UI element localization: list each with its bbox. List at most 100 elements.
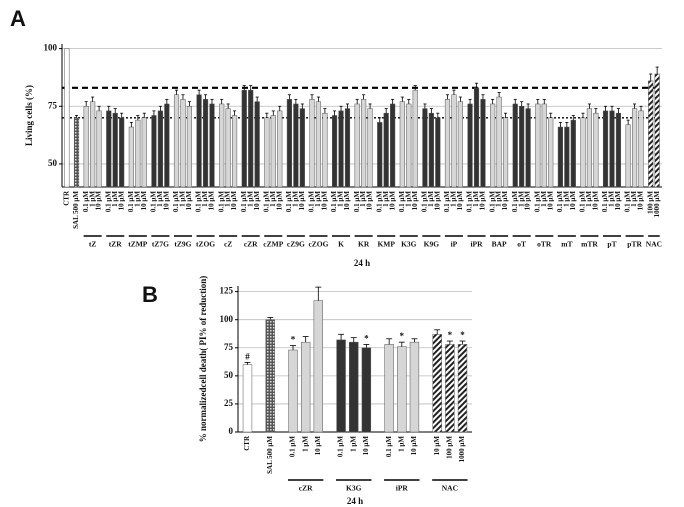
x-tick-label: 10 µM bbox=[343, 191, 351, 211]
bar bbox=[445, 344, 455, 433]
bar bbox=[602, 110, 609, 188]
bar bbox=[106, 110, 112, 188]
bar bbox=[648, 80, 654, 188]
bar bbox=[186, 106, 192, 188]
x-tick-label: 10 µM bbox=[208, 191, 216, 211]
group-label: oTR bbox=[537, 240, 552, 249]
x-tick-label: 0.1 µM bbox=[556, 191, 564, 213]
y-tick-label: 75 bbox=[48, 100, 58, 110]
bar bbox=[277, 110, 283, 188]
group-label: K3G bbox=[346, 484, 362, 493]
x-tick-label: 0.1 µM bbox=[82, 191, 90, 213]
bar bbox=[322, 112, 328, 188]
x-tick-label: 1 µM bbox=[349, 436, 357, 452]
bar bbox=[241, 89, 247, 188]
bar bbox=[313, 300, 323, 433]
bar bbox=[406, 103, 412, 188]
bar bbox=[64, 48, 70, 188]
group-label: tZMP bbox=[128, 240, 148, 249]
bar bbox=[354, 103, 360, 188]
y-tick-label: 100 bbox=[44, 43, 58, 53]
bar bbox=[73, 117, 80, 188]
bar bbox=[586, 108, 592, 188]
x-axis-label: 24 h bbox=[347, 496, 363, 506]
bar bbox=[525, 108, 531, 188]
bar bbox=[332, 115, 338, 188]
x-tick-label: 10 µM bbox=[614, 191, 622, 211]
x-tick-label: 1 µM bbox=[337, 191, 345, 207]
x-tick-label: 0.1 µM bbox=[217, 191, 225, 213]
x-tick-label: 0.1 µM bbox=[443, 191, 451, 213]
x-tick-label: 0.1 µM bbox=[375, 191, 383, 213]
bar bbox=[196, 94, 202, 188]
group-label: cZR bbox=[299, 484, 313, 493]
group-label: KR bbox=[358, 240, 370, 249]
bar bbox=[209, 103, 215, 188]
bar bbox=[412, 89, 418, 188]
x-tick-label: 10 µM bbox=[591, 191, 599, 211]
bar bbox=[219, 103, 225, 188]
x-tick-label: 10 µM bbox=[501, 191, 509, 211]
y-tick-label: 75 bbox=[224, 342, 234, 352]
x-tick-label: 1 µM bbox=[450, 191, 458, 207]
x-tick-label: 0.1 µM bbox=[579, 191, 587, 213]
x-tick-label: 10 µM bbox=[637, 191, 645, 211]
bar bbox=[564, 126, 570, 188]
x-tick-label: 10 µM bbox=[95, 191, 103, 211]
bar bbox=[390, 103, 396, 188]
bar bbox=[248, 89, 254, 188]
bar bbox=[496, 96, 502, 188]
panel-letter: A bbox=[10, 6, 26, 31]
x-tick-label: 0.1 µM bbox=[385, 436, 393, 458]
bar bbox=[344, 108, 351, 188]
bar bbox=[180, 99, 186, 188]
y-axis-label: Living cells (%) bbox=[24, 85, 34, 146]
bar bbox=[384, 344, 394, 433]
bar bbox=[580, 117, 586, 188]
x-tick-label: 10 µM bbox=[388, 191, 396, 211]
bar bbox=[367, 108, 373, 188]
x-tick-label: 1 µM bbox=[156, 191, 164, 207]
x-tick-label: 1 µM bbox=[382, 191, 390, 207]
x-tick-label: 0.1 µM bbox=[421, 191, 429, 213]
bar bbox=[399, 101, 405, 188]
x-tick-label: 0.1 µM bbox=[285, 191, 293, 213]
bar bbox=[286, 99, 292, 188]
x-tick-label: 1 µM bbox=[517, 191, 525, 207]
bar bbox=[625, 124, 631, 188]
bar bbox=[254, 101, 260, 188]
group-label: tZ9G bbox=[174, 240, 191, 249]
x-tick-label: 10 µM bbox=[185, 191, 193, 211]
bar bbox=[593, 112, 599, 188]
bar bbox=[654, 73, 660, 188]
annotation: * bbox=[400, 331, 405, 341]
y-tick-label: 50 bbox=[224, 370, 234, 380]
bar bbox=[293, 103, 299, 188]
annotation: * bbox=[291, 335, 296, 345]
group-label: mTR bbox=[581, 240, 598, 249]
x-tick-label: 10 µM bbox=[117, 191, 125, 211]
group-label: iPR bbox=[470, 240, 483, 249]
x-tick-label: 1 µM bbox=[472, 191, 480, 207]
group-label: cZ bbox=[224, 240, 232, 249]
x-tick-label: 1 µM bbox=[562, 191, 570, 207]
x-tick-label: 0.1 µM bbox=[488, 191, 496, 213]
x-tick-label: 1 µM bbox=[291, 191, 299, 207]
x-tick-label: 10 µM bbox=[433, 436, 441, 456]
bar bbox=[265, 319, 275, 433]
group-label: NAC bbox=[442, 484, 458, 493]
bar bbox=[638, 110, 644, 188]
x-tick-label: 0.1 µM bbox=[104, 191, 112, 213]
x-tick-label: 1 µM bbox=[269, 191, 277, 207]
x-tick-label: 10 µM bbox=[366, 191, 374, 211]
bar bbox=[457, 101, 463, 188]
bar bbox=[300, 341, 311, 433]
group-label: iP bbox=[451, 240, 458, 249]
bar bbox=[361, 99, 367, 188]
bar bbox=[632, 108, 638, 188]
y-tick-label: 100 bbox=[220, 314, 234, 324]
x-tick-label: 0.1 µM bbox=[150, 191, 158, 213]
bar bbox=[548, 117, 554, 188]
bar bbox=[315, 101, 322, 188]
x-tick-label: 0.1 µM bbox=[624, 191, 632, 213]
